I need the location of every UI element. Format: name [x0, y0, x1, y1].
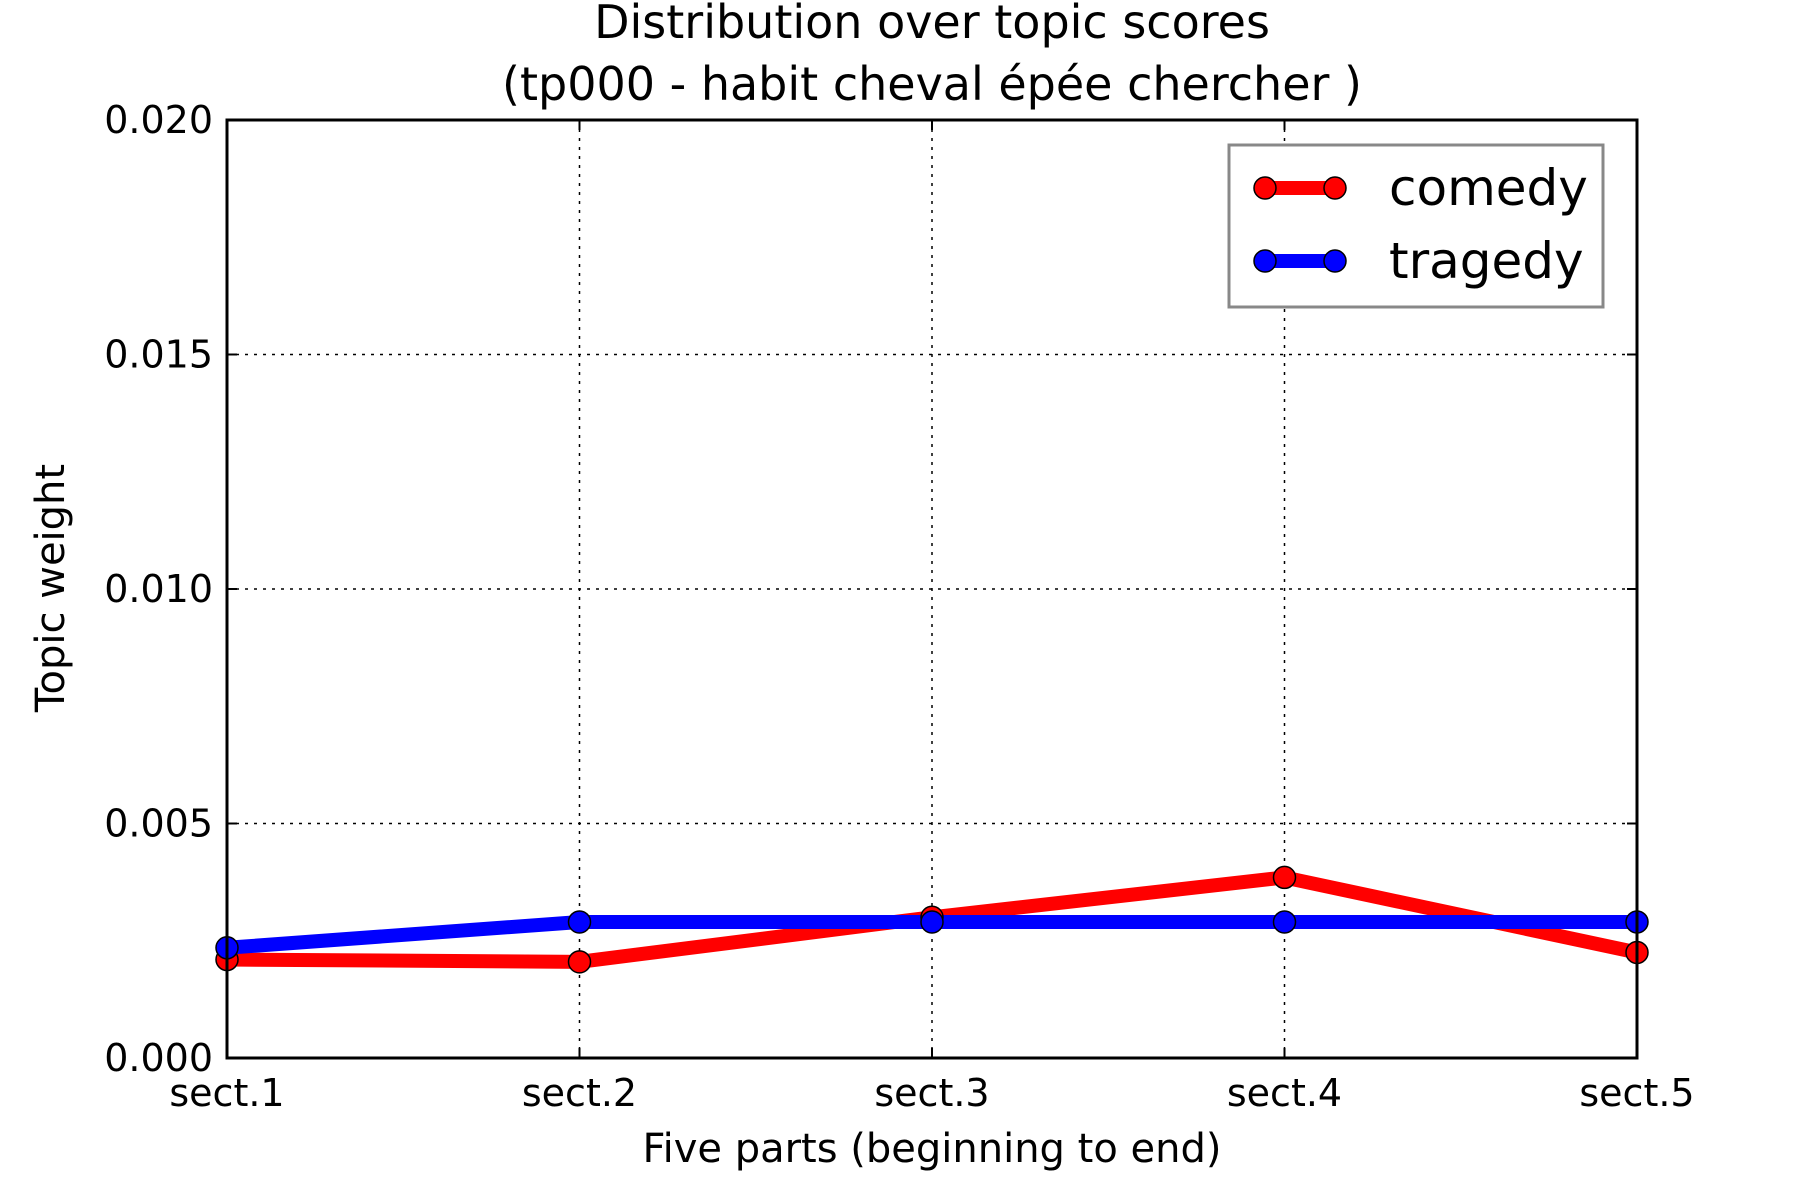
ticks: sect.1 sect.2 sect.3 sect.4 sect.5 0.000 0.005…: [104, 98, 1694, 1115]
legend-marker-tragedy: [1253, 249, 1277, 273]
data-point-tragedy: [1272, 910, 1297, 934]
y-tick-label: 0.015: [104, 333, 213, 377]
y-tick-label: 0.020: [104, 98, 213, 142]
data-point-tragedy: [920, 910, 944, 934]
data-point-tragedy: [567, 910, 592, 934]
legend-label-comedy: comedy: [1389, 159, 1588, 217]
x-axis-label: Five parts (beginning to end): [642, 1126, 1221, 1172]
y-tick-label: 0.005: [104, 802, 213, 846]
legend-marker-comedy: [1323, 176, 1347, 200]
legend: comedy tragedy: [1227, 143, 1605, 309]
y-tick-label: 0.010: [104, 567, 213, 611]
chart-subtitle: (tp000 - habit cheval épée chercher ): [502, 57, 1362, 111]
grid: [227, 120, 1637, 1058]
series-layer: [215, 865, 1649, 974]
x-tick-label: sect.5: [1579, 1071, 1694, 1115]
chart-title: Distribution over topic scores: [594, 0, 1270, 49]
legend-label-tragedy: tragedy: [1389, 232, 1584, 290]
y-axis-label: Topic weight: [28, 464, 74, 713]
x-tick-label: sect.1: [169, 1071, 284, 1115]
legend-box: [1227, 143, 1605, 309]
x-tick-label: sect.4: [1227, 1071, 1342, 1115]
data-point-comedy: [1272, 865, 1297, 890]
y-tick-label: 0.000: [104, 1036, 213, 1080]
x-tick-label: sect.2: [522, 1071, 637, 1115]
data-point-comedy: [567, 950, 592, 974]
x-tick-label: sect.3: [874, 1071, 989, 1115]
legend-marker-comedy: [1253, 176, 1277, 200]
legend-marker-tragedy: [1323, 249, 1347, 273]
